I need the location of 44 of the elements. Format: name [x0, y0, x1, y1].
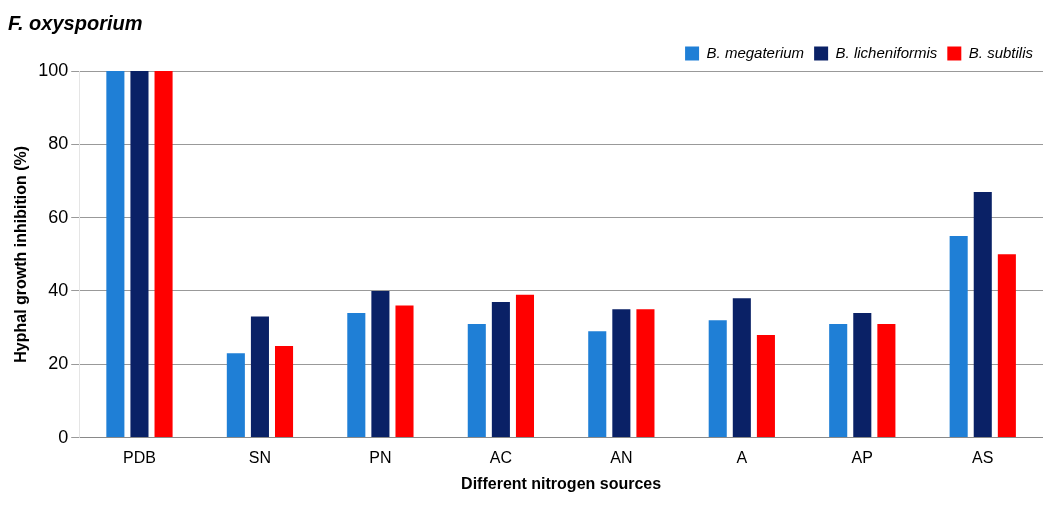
x-tick-label: AP	[851, 448, 873, 466]
bar	[371, 290, 390, 438]
bar	[588, 331, 607, 438]
y-tick-label: 40	[48, 279, 69, 300]
bar	[997, 254, 1016, 438]
bar	[708, 320, 727, 438]
bar	[130, 71, 149, 438]
y-tick-label: 20	[48, 353, 69, 374]
x-tick-label: PN	[369, 448, 392, 466]
x-axis-title: Different nitrogen sources	[461, 474, 662, 492]
bar	[106, 71, 125, 438]
bar	[491, 301, 510, 438]
y-tick-label: 100	[38, 59, 69, 80]
y-tick-label: 80	[48, 133, 69, 154]
x-tick-label: SN	[248, 448, 272, 466]
bar	[732, 298, 751, 438]
bar	[515, 294, 535, 438]
bar	[250, 316, 269, 438]
y-tick-label: 60	[48, 206, 69, 227]
bar	[636, 309, 655, 438]
bar	[949, 235, 968, 438]
bar	[154, 71, 173, 438]
bar	[853, 312, 872, 438]
legend-label: B. licheniformis	[835, 43, 938, 61]
legend-label: B. subtilis	[968, 43, 1034, 61]
bar	[395, 305, 414, 438]
x-tick-label: AS	[972, 448, 994, 466]
bar	[829, 323, 848, 438]
y-axis-title: Hyphal growth inhibition (%)	[12, 145, 30, 363]
x-tick-label: AC	[489, 448, 512, 466]
bar	[226, 353, 245, 438]
bar	[347, 312, 366, 438]
bar	[973, 191, 992, 438]
bar	[877, 323, 896, 438]
bar	[612, 309, 631, 438]
y-tick-label: 0	[58, 426, 69, 447]
x-tick-label: AN	[610, 448, 633, 466]
x-tick-label: PDB	[123, 448, 156, 466]
bar	[275, 345, 294, 438]
chart-title: F. oxysporium	[8, 11, 143, 34]
legend-label: B. megaterium	[706, 43, 805, 61]
bar	[756, 334, 775, 438]
bar	[467, 323, 486, 438]
x-tick-label: A	[736, 448, 748, 466]
